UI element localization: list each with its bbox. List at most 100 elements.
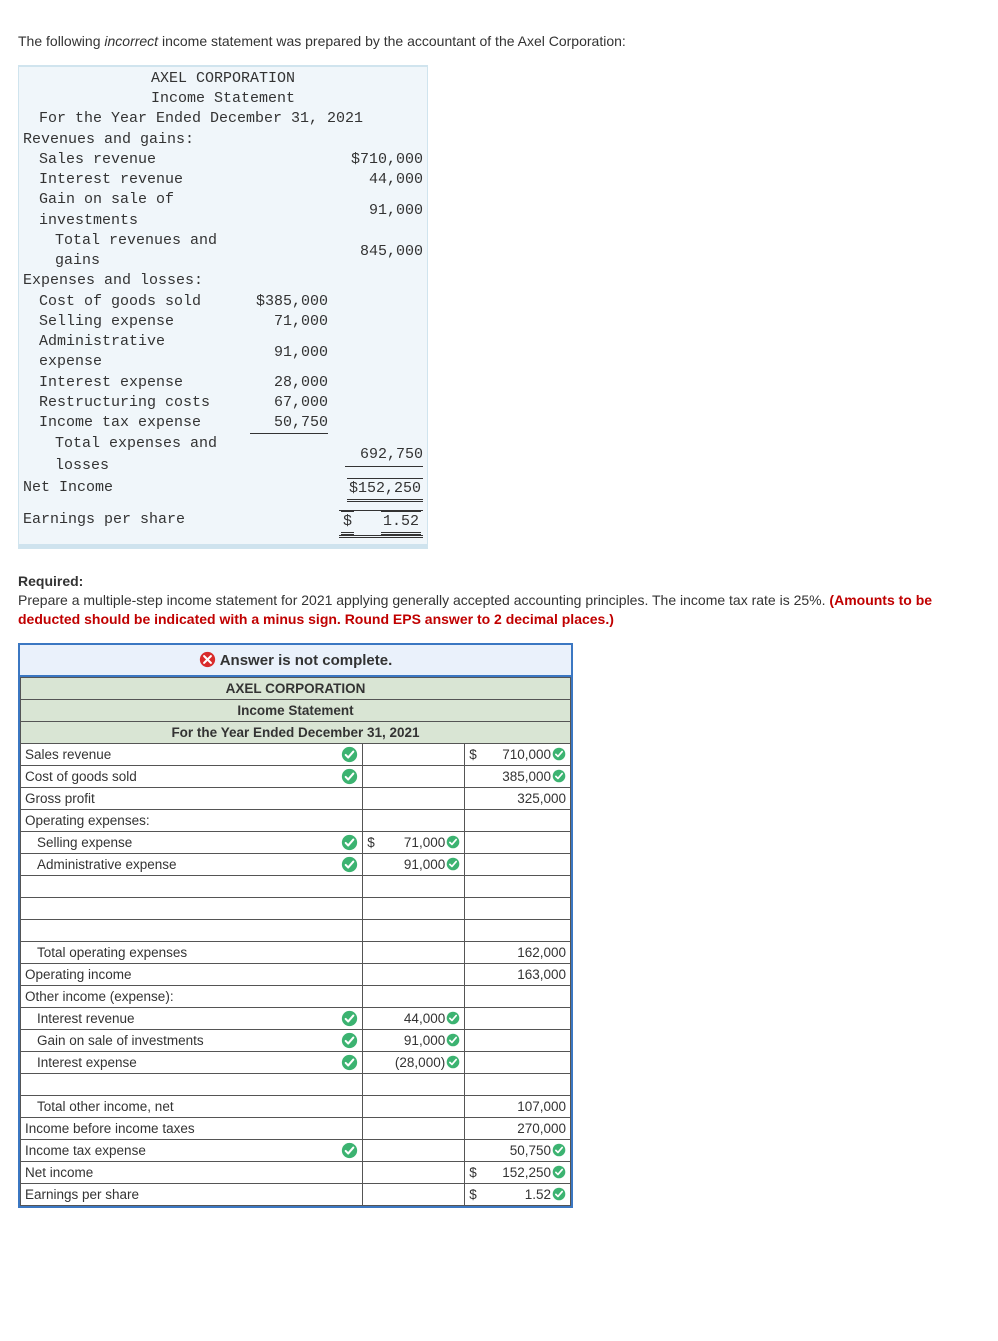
row-eps-label[interactable]: Earnings per share <box>21 1184 363 1206</box>
row-ni-label[interactable]: Net income <box>21 1162 363 1184</box>
row-blank3-col1[interactable] <box>363 920 465 942</box>
row-opinc-col1[interactable] <box>363 964 465 986</box>
row-other_hdr-col1[interactable] <box>363 986 465 1008</box>
row-opinc-col2[interactable]: 163,000 <box>465 964 571 986</box>
row-int_exp-col2[interactable] <box>465 1052 571 1074</box>
required-body: Prepare a multiple-step income statement… <box>18 592 829 608</box>
row-tot_other-col2[interactable]: 107,000 <box>465 1096 571 1118</box>
orig-cogs-lbl: Cost of goods sold <box>23 292 233 312</box>
row-other_hdr-col2[interactable] <box>465 986 571 1008</box>
check-icon <box>341 1142 358 1159</box>
orig-intexp-lbl: Interest expense <box>23 373 233 393</box>
check-icon <box>552 1187 566 1201</box>
row-blank3-label[interactable] <box>21 920 363 942</box>
row-gp-col1[interactable] <box>363 788 465 810</box>
orig-totexp-lbl1: Total expenses and <box>23 434 233 455</box>
row-tax-col1[interactable] <box>363 1140 465 1162</box>
row-gp-label[interactable]: Gross profit <box>21 788 363 810</box>
row-cogs-col1[interactable] <box>363 766 465 788</box>
row-blank1-col2[interactable] <box>465 876 571 898</box>
row-blank2-col2[interactable] <box>465 898 571 920</box>
check-icon <box>552 1165 566 1179</box>
x-icon <box>199 651 216 668</box>
row-blank2-col1[interactable] <box>363 898 465 920</box>
row-blank4-col2[interactable] <box>465 1074 571 1096</box>
row-ibt-label[interactable]: Income before income taxes <box>21 1118 363 1140</box>
answer-banner: Answer is not complete. <box>20 645 571 677</box>
check-icon <box>552 769 566 783</box>
check-icon <box>341 856 358 873</box>
row-int_exp-col1[interactable]: (28,000) <box>363 1052 465 1074</box>
row-admin-label[interactable]: Administrative expense <box>21 854 363 876</box>
row-gain_inv: Gain on sale of investments91,000 <box>21 1030 571 1052</box>
orig-ni-val: $152,250 <box>347 478 423 502</box>
row-tot_opex-col1[interactable] <box>363 942 465 964</box>
row-tax-label[interactable]: Income tax expense <box>21 1140 363 1162</box>
required-title: Required: <box>18 573 980 589</box>
row-opex_hdr-label[interactable]: Operating expenses: <box>21 810 363 832</box>
row-eps-col2[interactable]: $1.52 <box>465 1184 571 1206</box>
row-blank4-label[interactable] <box>21 1074 363 1096</box>
row-tot_other: Total other income, net 107,000 <box>21 1096 571 1118</box>
orig-admin-val: 91,000 <box>274 344 328 361</box>
orig-rev-hdr: Revenues and gains: <box>23 130 233 150</box>
row-cogs-col2[interactable]: 385,000 <box>465 766 571 788</box>
row-admin-col1[interactable]: 91,000 <box>363 854 465 876</box>
orig-title-1: AXEL CORPORATION <box>23 69 423 89</box>
row-gain_inv-col1[interactable]: 91,000 <box>363 1030 465 1052</box>
orig-restr-val: 67,000 <box>233 393 328 413</box>
orig-ni-lbl: Net Income <box>23 478 233 502</box>
row-int_exp-label[interactable]: Interest expense <box>21 1052 363 1074</box>
row-int_rev-col1[interactable]: 44,000 <box>363 1008 465 1030</box>
row-blank4-col1[interactable] <box>363 1074 465 1096</box>
row-opex_hdr: Operating expenses: <box>21 810 571 832</box>
orig-admin-lbl1: Administrative <box>23 332 233 352</box>
row-blank1-col1[interactable] <box>363 876 465 898</box>
row-opex_hdr-col1[interactable] <box>363 810 465 832</box>
row-ni-col1[interactable] <box>363 1162 465 1184</box>
check-icon <box>341 768 358 785</box>
row-int_rev: Interest revenue44,000 <box>21 1008 571 1030</box>
intro-suffix: income statement was prepared by the acc… <box>158 33 626 49</box>
check-icon <box>552 747 566 761</box>
row-ibt-col2[interactable]: 270,000 <box>465 1118 571 1140</box>
row-opinc-label[interactable]: Operating income <box>21 964 363 986</box>
row-opinc: Operating income 163,000 <box>21 964 571 986</box>
row-sales-col2[interactable]: $710,000 <box>465 744 571 766</box>
row-admin-col2[interactable] <box>465 854 571 876</box>
row-blank2 <box>21 898 571 920</box>
row-tot_opex-label[interactable]: Total operating expenses <box>21 942 363 964</box>
orig-sell-lbl: Selling expense <box>23 312 233 332</box>
row-tot_other-col1[interactable] <box>363 1096 465 1118</box>
check-icon <box>552 1143 566 1157</box>
orig-sales-val: $710,000 <box>328 150 423 170</box>
row-other_hdr-label[interactable]: Other income (expense): <box>21 986 363 1008</box>
row-tot_opex: Total operating expenses 162,000 <box>21 942 571 964</box>
row-tot_other-label[interactable]: Total other income, net <box>21 1096 363 1118</box>
row-blank2-label[interactable] <box>21 898 363 920</box>
row-gain_inv-label[interactable]: Gain on sale of investments <box>21 1030 363 1052</box>
row-blank3-col2[interactable] <box>465 920 571 942</box>
row-blank1-label[interactable] <box>21 876 363 898</box>
row-ibt-col1[interactable] <box>363 1118 465 1140</box>
row-sales-label[interactable]: Sales revenue <box>21 744 363 766</box>
row-selling-col1[interactable]: $71,000 <box>363 832 465 854</box>
row-eps-col1[interactable] <box>363 1184 465 1206</box>
row-cogs-label[interactable]: Cost of goods sold <box>21 766 363 788</box>
row-int_rev-label[interactable]: Interest revenue <box>21 1008 363 1030</box>
row-tax-col2[interactable]: 50,750 <box>465 1140 571 1162</box>
check-icon <box>446 1055 460 1069</box>
row-blank1 <box>21 876 571 898</box>
row-ibt: Income before income taxes 270,000 <box>21 1118 571 1140</box>
row-ni-col2[interactable]: $152,250 <box>465 1162 571 1184</box>
row-opex_hdr-col2[interactable] <box>465 810 571 832</box>
row-selling: Selling expense$71,000 <box>21 832 571 854</box>
row-selling-col2[interactable] <box>465 832 571 854</box>
orig-totrev-lbl1: Total revenues and <box>23 231 233 251</box>
row-tot_opex-col2[interactable]: 162,000 <box>465 942 571 964</box>
row-gp-col2[interactable]: 325,000 <box>465 788 571 810</box>
row-sales-col1[interactable] <box>363 744 465 766</box>
row-selling-label[interactable]: Selling expense <box>21 832 363 854</box>
row-int_rev-col2[interactable] <box>465 1008 571 1030</box>
row-gain_inv-col2[interactable] <box>465 1030 571 1052</box>
